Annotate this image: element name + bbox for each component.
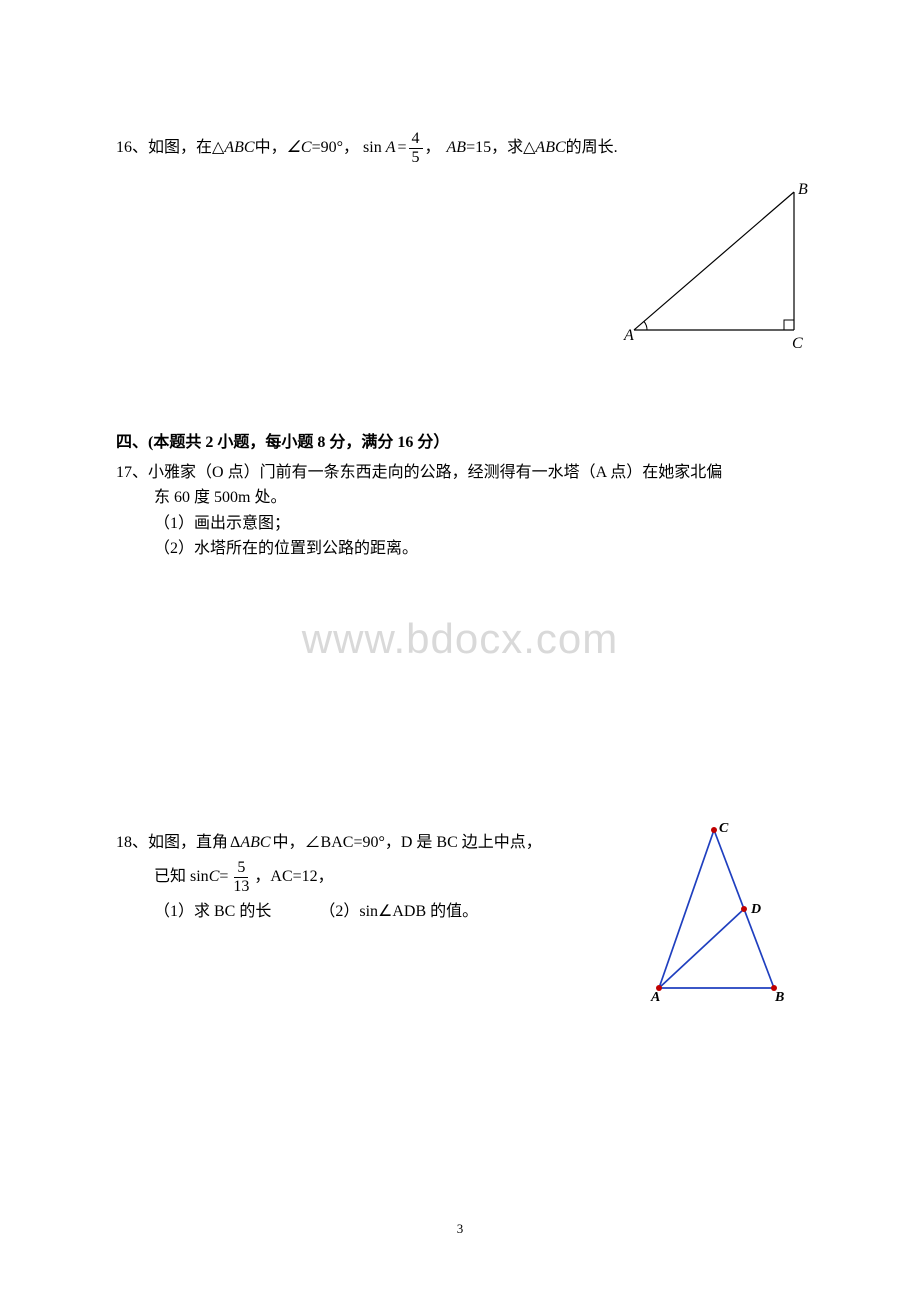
p18-label-B: B (774, 990, 784, 1003)
p16-label-B: B (798, 181, 808, 198)
triangle-symbol-2: △ (523, 135, 535, 161)
p16-text-b: 中， (255, 135, 287, 161)
problem-16-text: 16、 如图，在 △ ABC 中， ∠C =90°， sin A = 4 5 ，… (116, 130, 804, 166)
p16-label-C: C (792, 335, 803, 352)
p18-frac-den: 13 (230, 878, 252, 896)
triangle-symbol: △ (212, 135, 224, 161)
p18-frac-num: 5 (234, 859, 248, 878)
p16-figure: A B C (614, 180, 824, 360)
p18-number: 18、 (116, 830, 148, 856)
p18-eq: = (219, 864, 228, 890)
p16-sinA: sin A (363, 135, 395, 161)
p16-end: 的周长. (566, 135, 618, 161)
p17-line1: 17、小雅家（O 点）门前有一条东西走向的公路，经测得有一水塔（A 点）在她家北… (116, 460, 804, 486)
p18-text-a: 如图，直角 (148, 830, 228, 856)
page-number: 3 (0, 1219, 920, 1240)
p18-part2: （2）sin∠ADB 的值。 (319, 903, 478, 920)
problem-16: 16、 如图，在 △ ABC 中， ∠C =90°， sin A = 4 5 ，… (116, 130, 804, 400)
p17-part2: （2）水塔所在的位置到公路的距离。 (116, 536, 804, 562)
p16-frac-den: 5 (409, 149, 423, 167)
p16-abc2: ABC (535, 135, 565, 161)
p18-label-A: A (650, 990, 660, 1003)
p18-line2-a: 已知 sin (154, 864, 209, 890)
p18-fraction: 5 13 (230, 859, 252, 895)
p18-label-C: C (719, 821, 729, 836)
p18-text-b: 中，∠BAC=90°，D 是 BC 边上中点， (273, 830, 542, 856)
p16-frac-num: 4 (409, 130, 423, 149)
p16-ab: AB (447, 135, 467, 161)
problem-18: 18、 如图，直角 ΔABC 中，∠BAC=90°，D 是 BC 边上中点， 已… (116, 830, 804, 1030)
p16-eq: = (397, 135, 406, 161)
p18-sinC: C (209, 864, 220, 890)
p16-angle-c: ∠C (287, 135, 312, 161)
section-4-heading: 四、(本题共 2 小题，每小题 8 分，满分 16 分） (116, 430, 804, 456)
p16-comma1: ， (425, 135, 441, 161)
p16-abc: ABC (224, 135, 254, 161)
p18-figure: A B C D (639, 818, 794, 1003)
p16-number: 16、 (116, 135, 148, 161)
p16-label-A: A (623, 327, 634, 344)
p18-delta-abc: ΔABC (230, 830, 271, 856)
p16-eq15: =15，求 (466, 135, 523, 161)
p18-part1: （1）求 BC 的长 (154, 903, 271, 920)
p17-line2: 东 60 度 500m 处。 (116, 485, 804, 511)
p17-number: 17、 (116, 464, 148, 481)
p18-line2-b: ，AC=12， (254, 864, 333, 890)
p16-fraction: 4 5 (409, 130, 423, 166)
problem-17: 17、小雅家（O 点）门前有一条东西走向的公路，经测得有一水塔（A 点）在她家北… (116, 460, 804, 800)
p17-text1: 小雅家（O 点）门前有一条东西走向的公路，经测得有一水塔（A 点）在她家北偏 (148, 464, 722, 481)
p18-label-D: D (750, 902, 761, 917)
p16-text-a: 如图，在 (148, 135, 212, 161)
p16-eq90: =90°， (312, 135, 359, 161)
p17-part1: （1）画出示意图； (116, 511, 804, 537)
page-content: 16、 如图，在 △ ABC 中， ∠C =90°， sin A = 4 5 ，… (116, 130, 804, 1030)
